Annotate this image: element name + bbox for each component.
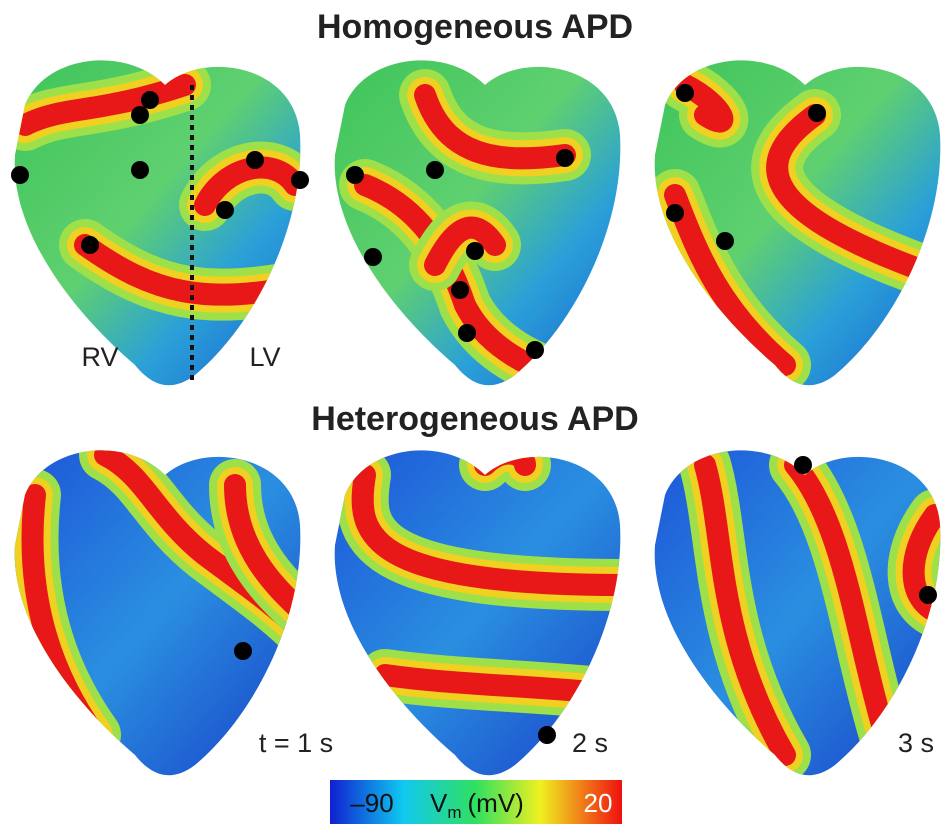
phase-singularity (81, 236, 99, 254)
phase-singularity (141, 91, 159, 109)
phase-singularity (234, 642, 252, 660)
phase-singularity (291, 171, 309, 189)
phase-singularity (364, 248, 382, 266)
quantity-subscript: m (447, 803, 461, 822)
phase-singularity (11, 166, 29, 184)
phase-singularity (216, 201, 234, 219)
phase-singularity (919, 586, 937, 604)
row-title: Heterogeneous APD (311, 400, 638, 438)
phase-singularity (808, 104, 826, 122)
phase-singularity (246, 151, 264, 169)
panel-label: 3 s (898, 728, 934, 758)
panel-label: RV (81, 342, 118, 372)
phase-singularity (716, 232, 734, 250)
quantity: V (430, 788, 448, 818)
quantity-unit: (mV) (468, 788, 524, 818)
heart (335, 450, 625, 775)
phase-singularity (466, 242, 484, 260)
panel-label: 2 s (572, 728, 608, 758)
phase-singularity (794, 456, 812, 474)
phase-singularity (556, 149, 574, 167)
phase-singularity (131, 106, 149, 124)
phase-singularity (346, 166, 364, 184)
colorbar-max: 20 (584, 788, 613, 818)
phase-singularity (666, 204, 684, 222)
panel-label: t = 1 s (259, 728, 333, 758)
phase-singularity (538, 726, 556, 744)
phase-singularity (458, 324, 476, 342)
colorbar-min: –90 (350, 788, 393, 818)
phase-singularity (676, 84, 694, 102)
panel-label: LV (249, 342, 280, 372)
heart (655, 60, 941, 385)
heart (335, 60, 621, 385)
heart (11, 60, 309, 385)
phase-singularity (426, 161, 444, 179)
page: {"rows": [ {"title": "Homogeneous APD", … (0, 0, 947, 825)
heart (15, 450, 305, 775)
phase-singularity (451, 281, 469, 299)
wave-core (485, 453, 525, 465)
heart (655, 450, 945, 775)
phase-singularity (131, 161, 149, 179)
row-title: Homogeneous APD (317, 8, 633, 46)
phase-singularity (526, 341, 544, 359)
colorbar-quantity: Vm (mV) (430, 788, 524, 822)
figure: Homogeneous APD Heterogeneous APD RV LV … (0, 0, 947, 825)
